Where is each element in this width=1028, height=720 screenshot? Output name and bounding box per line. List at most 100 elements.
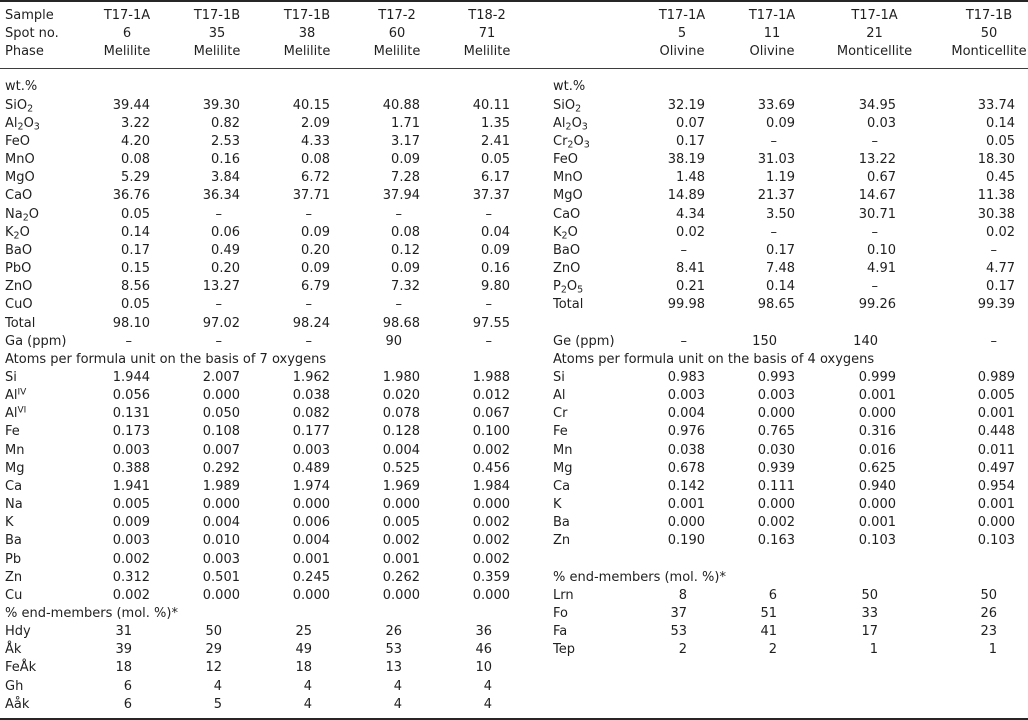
table-row: Al2O3 3.22 0.82 2.09 1.71 1.35 Al2O3 0.07 0.09 0.… [0,115,1028,133]
value-cell: 0.006 [292,515,330,531]
value-cell: – [990,333,998,349]
table-row: Ca 1.941 1.989 1.974 1.969 1.984 Ca 0.142 0.111 0… [0,478,1028,496]
sample-name: T17-1B [283,8,331,23]
value-cell: 0.939 [757,460,795,476]
row-label: PbO [5,261,32,277]
value-cell: 13.22 [858,152,896,168]
row-label: Ca [553,478,571,494]
empty-cell [932,659,1028,677]
value-cell: 0.111 [757,478,795,494]
row-label: Al [553,388,566,404]
table-row: BaO 0.17 0.49 0.20 0.12 0.09 BaO – 0.17 0.10 – [0,242,1028,260]
value-cell: 26 [980,606,997,621]
value-cell: 0.000 [667,515,705,531]
phase-name: Olivine [749,44,795,60]
value-cell: 4 [393,696,402,712]
table-row: MgO 5.29 3.84 6.72 7.28 6.17 MnO 1.48 1.19 0.67 0.… [0,169,1028,187]
empty-cell [727,315,817,333]
value-cell: 0.000 [202,587,240,603]
value-cell: 0.359 [472,569,510,585]
spot-number: 6 [122,26,132,42]
value-cell: – [485,206,493,222]
value-cell: 0.388 [112,460,150,476]
empty-cell [262,69,352,97]
spot-number: 35 [208,26,226,42]
value-cell: 0.056 [112,388,150,404]
table-row: AlIV 0.056 0.000 0.038 0.020 0.012 Al 0.003 0.00… [0,387,1028,405]
value-cell: 0.993 [757,369,795,385]
value-cell: 8.56 [121,279,150,295]
value-cell: 31.03 [757,152,795,168]
value-cell: 0.005 [382,515,420,531]
value-cell: 1.941 [112,478,150,494]
value-cell: – [680,333,688,349]
value-cell: 0.15 [121,261,150,277]
value-cell: 0.002 [472,533,510,549]
value-cell: – [305,297,313,313]
empty-cell [817,659,932,677]
sample-name: T17-1A [103,8,151,23]
row-label: Gh [5,678,24,694]
row-label: Cu [5,587,23,603]
value-cell: 0.002 [112,551,150,567]
table-body: wt.% wt.% SiO2 39.44 39.30 40.15 40.88 40.11 SiO… [0,69,1028,719]
value-cell: 2.09 [301,115,330,131]
empty-cell [352,69,442,97]
row-label: FeO [5,133,30,149]
row-label: Mn [553,442,573,458]
value-cell: 33.69 [757,97,795,113]
value-cell: 37.94 [382,188,420,204]
value-cell: 0.020 [382,388,420,404]
value-cell: 0.05 [121,206,150,222]
row-label: FeÅk [5,660,37,676]
value-cell: 18 [115,660,132,676]
value-cell: 0.09 [301,224,330,240]
phase-name: Melilite [193,44,241,60]
value-cell: 0.004 [292,533,330,549]
value-cell: 0.625 [858,460,896,476]
value-cell: 90 [385,333,402,349]
value-cell: 0.000 [202,497,240,513]
row-label: MnO [5,152,35,168]
empty-cell [932,315,1028,333]
value-cell: 4 [483,696,492,712]
empty-cell [637,315,727,333]
value-cell: – [871,279,879,295]
value-cell: 0.14 [766,279,795,295]
value-cell: 39.44 [112,97,150,113]
value-cell: 0.16 [211,152,240,168]
value-cell: 0.163 [757,533,795,549]
phase-name: Monticellite [836,44,913,60]
value-cell: 36 [475,624,492,640]
row-label: CuO [5,297,33,313]
row-label: wt.% [553,79,586,95]
value-cell: 0.316 [858,424,896,440]
value-cell: 0.003 [112,442,150,458]
value-cell: 97.02 [202,315,240,331]
row-label: Fe [5,424,20,440]
value-cell: 49 [295,642,312,658]
value-cell: 33 [861,606,878,621]
value-cell: 0.02 [986,224,1015,240]
value-cell: 41 [760,624,777,640]
value-cell: 0.525 [382,460,420,476]
value-cell: 0.030 [757,442,795,458]
value-cell: 40.15 [292,97,330,113]
value-cell: 0.103 [858,533,896,549]
value-cell: 7.32 [391,279,420,295]
value-cell: 1.988 [472,369,510,385]
value-cell: 0.245 [292,569,330,585]
value-cell: 26 [385,624,402,640]
empty-cell [817,315,932,333]
table-row: Si 1.944 2.007 1.962 1.980 1.988 Si 0.983 0.993 0… [0,369,1028,387]
spot-number: 5 [677,26,687,42]
row-label: ZnO [553,261,581,277]
value-cell: 21.37 [757,188,795,204]
value-cell: 14.89 [667,188,705,204]
row-label: SiO2 [553,97,582,115]
table-row: Åk 39 29 49 53 46 Tep 2 2 1 1 [0,641,1028,659]
value-cell: 0.17 [986,279,1015,295]
value-cell: 0.09 [391,152,420,168]
value-cell: 0.004 [667,406,705,422]
value-cell: 0.17 [676,133,705,149]
